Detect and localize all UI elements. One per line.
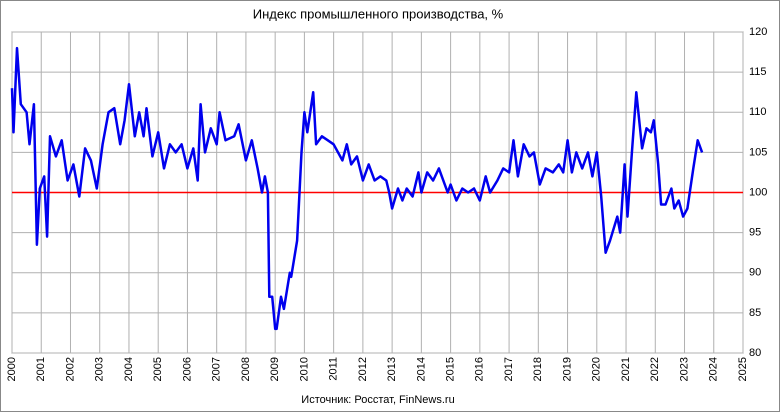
source: Источник: Росстат, FinNews.ru [301,394,454,406]
y-tick-label: 90 [749,267,761,279]
x-tick-label: 2015 [445,357,457,381]
y-tick-label: 85 [749,307,761,319]
x-tick-label: 2004 [123,357,135,381]
x-tick-label: 2007 [211,357,223,381]
x-tick-label: 2017 [503,357,515,381]
y-tick-label: 100 [749,186,767,198]
x-tick-label: 2000 [6,357,18,381]
y-tick-label: 120 [749,26,767,38]
x-tick-label: 2024 [708,357,720,381]
x-tick-label: 2020 [591,357,603,381]
chart-title: Индекс промышленного производства, % [253,6,504,21]
y-tick-label: 115 [749,66,767,78]
x-tick-label: 2021 [620,357,632,381]
x-tick-label: 2010 [298,357,310,381]
y-tick-label: 80 [749,347,761,359]
x-tick-label: 2011 [328,357,340,381]
x-tick-label: 2014 [415,357,427,381]
x-tick-label: 2003 [94,357,106,381]
x-tick-label: 2002 [64,357,76,381]
y-tick-label: 110 [749,106,767,118]
x-tick-label: 2006 [181,357,193,381]
x-tick-label: 2025 [737,357,749,381]
y-tick-label: 105 [749,146,767,158]
x-tick-label: 2012 [357,357,369,381]
x-tick-label: 2013 [386,357,398,381]
x-tick-label: 2022 [649,357,661,381]
x-tick-label: 2016 [474,357,486,381]
x-tick-label: 2009 [269,357,281,381]
x-tick-label: 2001 [35,357,47,381]
x-tick-label: 2008 [240,357,252,381]
data-line [10,46,704,331]
x-tick-label: 2019 [561,357,573,381]
x-tick-label: 2023 [678,357,690,381]
x-tick-label: 2018 [532,357,544,381]
y-tick-label: 95 [749,227,761,239]
x-tick-label: 2005 [152,357,164,381]
